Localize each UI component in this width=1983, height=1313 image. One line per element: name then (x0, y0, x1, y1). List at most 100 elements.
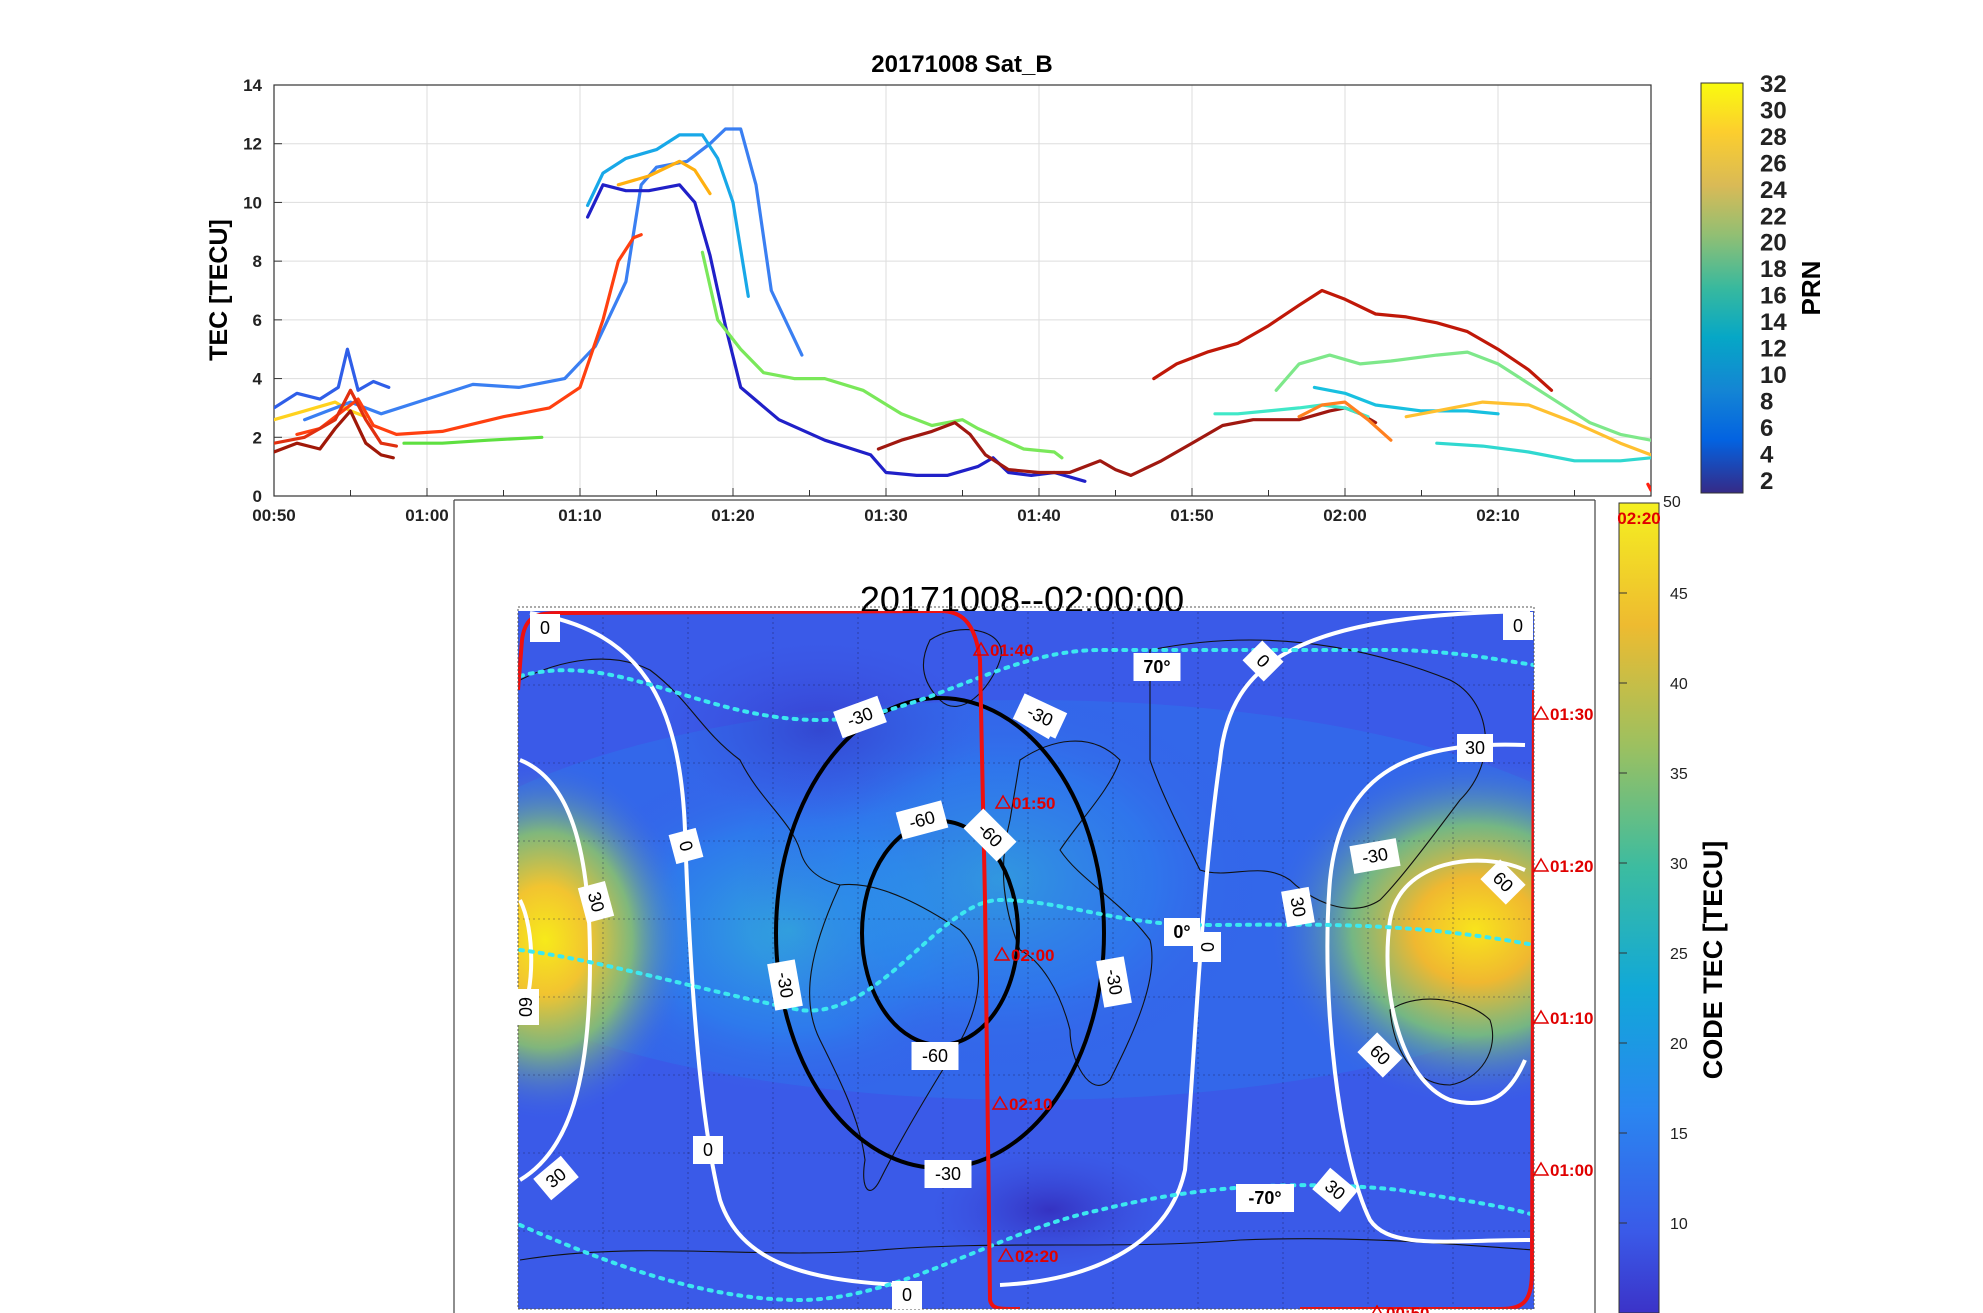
contour-label-positive-box (1349, 838, 1401, 874)
tec-colorbar-ticks: 10 15 20 25 30 35 40 45 50 (1619, 494, 1688, 1233)
prn-tick-label: 4 (1760, 441, 1774, 468)
series-line-8 (274, 388, 398, 448)
series-line-7 (295, 233, 643, 436)
tec-colorbar: 02:20 10 15 20 25 30 35 40 45 50 CODE TEC [TECU] (1617, 494, 1728, 1313)
contour-label-zero-box (892, 1281, 922, 1309)
contour-label-zero-text: 0 (1513, 616, 1523, 636)
contour-label-negative-box (895, 800, 949, 840)
tec-tick-label: 15 (1670, 1126, 1688, 1143)
prn-tick-label: 6 (1760, 415, 1773, 442)
prn-tick-label: 2 (1760, 468, 1773, 495)
contour-label-zero: 0 (668, 827, 704, 865)
latitude-label: -70° (1236, 1184, 1294, 1212)
prn-tick-label: 16 (1760, 283, 1787, 310)
x-tick-label: 02:10 (1476, 506, 1519, 525)
prn-tick-label: 14 (1760, 309, 1787, 336)
contour-label-zero-text: 0 (540, 618, 550, 638)
track-time-label: 02:20 (1015, 1247, 1058, 1266)
prn-tick-label: 22 (1760, 203, 1787, 230)
contour-label-negative: -30 (1096, 956, 1132, 1008)
contour-label-zero: 0 (1503, 612, 1533, 640)
track-time-label: 01:50 (1012, 794, 1055, 813)
y-tick-label: 0 (253, 487, 262, 506)
contour-label-negative-box (924, 1160, 972, 1188)
contour-label-positive-text: 30 (1286, 895, 1309, 918)
contour-label-positive: 30 (1312, 1167, 1358, 1213)
tec-tick-label: 50 (1663, 494, 1681, 511)
contour-label-negative-text: -30 (773, 970, 797, 999)
series-line-2 (274, 347, 391, 410)
tec-tick-label: 35 (1670, 766, 1688, 783)
contour-label-negative: -60 (895, 800, 949, 840)
contour-label-negative-box (963, 808, 1017, 862)
prn-tick-label: 24 (1760, 177, 1787, 204)
prn-tick-label: 32 (1760, 71, 1787, 98)
contour-label-positive-text: -30 (1360, 844, 1389, 868)
track-marker (991, 1095, 1009, 1110)
x-tick-label: 01:10 (558, 506, 601, 525)
track-time-label: 02:10 (1009, 1095, 1052, 1114)
x-tick-label: 01:30 (864, 506, 907, 525)
coast-australia (1389, 998, 1494, 1086)
contour-label-negative-box (1012, 693, 1068, 739)
x-tick-label: 01:20 (711, 506, 754, 525)
coast-europe-africa (1002, 740, 1153, 1086)
track-marker (1372, 1304, 1382, 1313)
track-time-label: 01:40 (990, 641, 1033, 660)
contour-label-negative-box (911, 1042, 959, 1070)
tec-heatmap (518, 611, 1534, 1309)
contour-zero-east (999, 611, 1531, 1287)
contour-label-negative: -60 (911, 1042, 959, 1070)
series-line-12 (876, 406, 1378, 477)
track-time-label: 00:50 (1386, 1304, 1429, 1313)
contour-label-zero-text: 0 (902, 1285, 912, 1305)
series-line-17 (1312, 385, 1500, 416)
track-time-label: 01:10 (1550, 1009, 1593, 1028)
track-time-labels: 01:40 01:50 02:00 02:10 02:20 01:30 01:20 01:10… (972, 641, 1593, 1313)
prn-colorbar-gradient (1700, 82, 1744, 494)
x-tick-label: 01:50 (1170, 506, 1213, 525)
series-line-13 (1152, 288, 1554, 392)
latitude-zero (518, 897, 1534, 1013)
contour-label-zero-box (530, 614, 560, 642)
coast-antarctica (519, 1238, 1534, 1261)
track-marker (994, 794, 1012, 809)
contour-label-positive: 60 (511, 989, 539, 1025)
y-tick-label: 8 (253, 252, 262, 271)
prn-tick-label: 20 (1760, 230, 1787, 257)
series-line-16 (1274, 350, 1651, 442)
latitude-lines (518, 647, 1534, 1303)
series-line-3 (303, 127, 804, 422)
latitude-plus-seventy (518, 647, 1534, 723)
contour-label-negative-box (1096, 956, 1132, 1008)
contour-label-zero: 0 (1242, 640, 1284, 682)
contour-label-positive-box (1281, 886, 1315, 928)
track-time-label: 01:00 (1550, 1161, 1593, 1180)
contour-label-zero: 0 (892, 1281, 922, 1309)
y-tick-label: 14 (243, 76, 262, 95)
contour-label-negative-box (833, 695, 887, 739)
contour-zero-west (529, 611, 901, 1287)
series-line-1 (274, 400, 368, 422)
contour-label-zero-box (693, 1136, 723, 1164)
contour-label-positive-box (1312, 1167, 1358, 1213)
track-marker (1532, 857, 1550, 872)
x-tick-label: 02:00 (1323, 506, 1366, 525)
track-marker (1532, 1161, 1550, 1176)
series-line-18 (1404, 400, 1651, 457)
contour-label-negative-text: -60 (922, 1046, 948, 1066)
tec-tick-label: 40 (1670, 676, 1688, 693)
y-axis-label: TEC [TECU] (205, 219, 233, 361)
contour-label-positive-box (1457, 734, 1493, 762)
latitude-minus-seventy (518, 1183, 1534, 1303)
grid (274, 85, 1651, 496)
track-time-label: 01:30 (1550, 705, 1593, 724)
tec-colorbar-top-label: 02:20 (1617, 509, 1660, 528)
latitude-label-box (1164, 918, 1200, 946)
series-line-10 (402, 435, 544, 445)
coast-south-america (809, 883, 980, 1191)
contours-positive (518, 611, 1531, 1287)
latitude-label-text: -70° (1248, 1188, 1281, 1208)
